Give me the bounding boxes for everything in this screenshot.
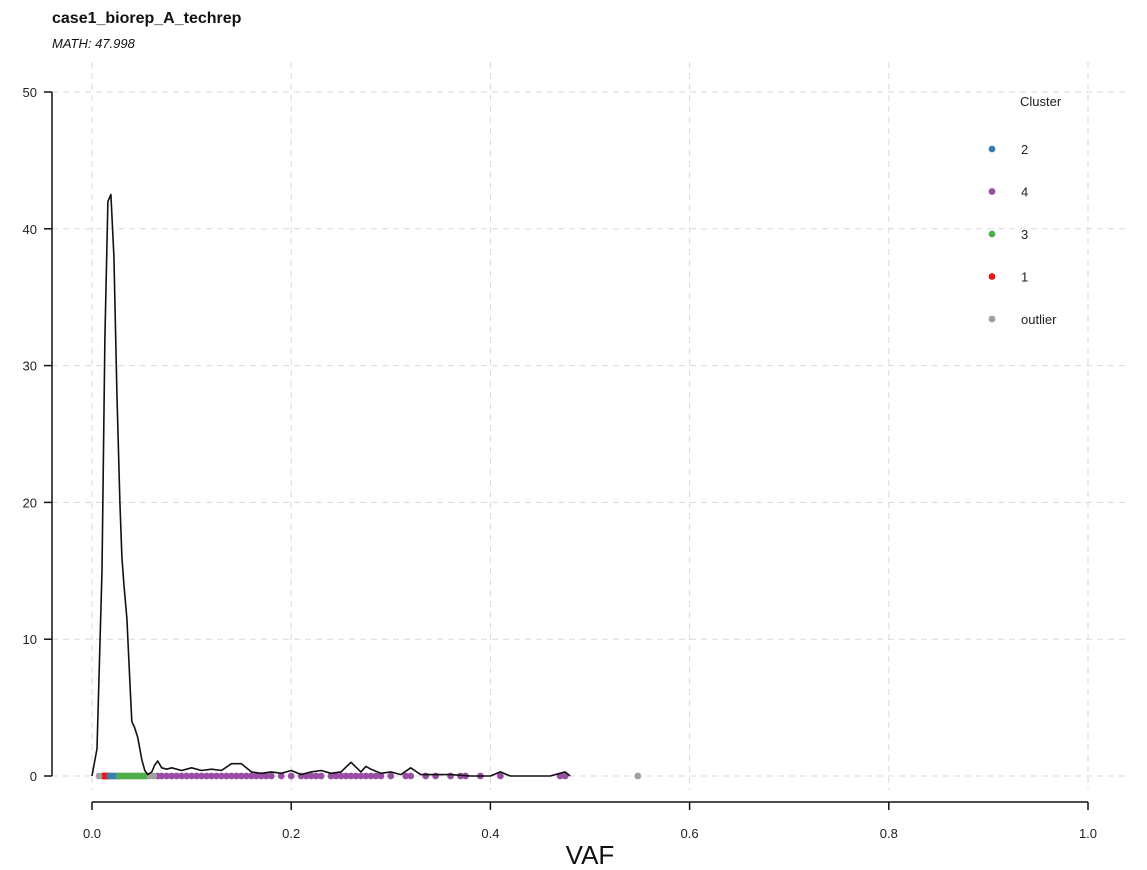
data-point-cluster-4 bbox=[347, 772, 355, 780]
data-point-cluster-4 bbox=[168, 772, 176, 780]
data-point-cluster-4 bbox=[188, 772, 196, 780]
data-point-cluster-4 bbox=[387, 772, 395, 780]
data-point-cluster-4 bbox=[332, 772, 340, 780]
y-tick-label: 10 bbox=[23, 632, 37, 647]
data-point-cluster-4 bbox=[312, 772, 320, 780]
axes-layer: 0.0 0.2 0.4 0.6 0.8 1.0 0 10 20 30 40 50 VAF bbox=[23, 85, 1098, 870]
data-point-cluster-4 bbox=[257, 772, 265, 780]
y-tick-label: 0 bbox=[30, 769, 37, 784]
data-point-cluster-4 bbox=[422, 772, 430, 780]
data-point-cluster-4 bbox=[367, 772, 375, 780]
data-point-cluster-4 bbox=[267, 772, 275, 780]
data-point-cluster-4 bbox=[407, 772, 415, 780]
x-tick-label: 1.0 bbox=[1079, 826, 1097, 841]
legend-marker-3 bbox=[988, 230, 996, 238]
x-tick-label: 0.2 bbox=[282, 826, 300, 841]
data-point-cluster-4 bbox=[447, 772, 454, 780]
data-point-cluster-4 bbox=[203, 772, 210, 780]
data-point-cluster-4 bbox=[173, 772, 181, 780]
data-point-cluster-4 bbox=[337, 772, 345, 780]
data-point-cluster-4 bbox=[223, 772, 230, 780]
legend: Cluster 2 4 3 1 outlier bbox=[988, 94, 1062, 327]
legend-label-3: 3 bbox=[1021, 227, 1028, 242]
data-point-cluster-4 bbox=[357, 772, 365, 780]
data-point-cluster-4 bbox=[327, 772, 335, 780]
legend-marker-outlier bbox=[988, 315, 996, 323]
legend-label-2: 2 bbox=[1021, 142, 1028, 157]
data-point-cluster-4 bbox=[228, 772, 235, 780]
legend-marker-4 bbox=[988, 188, 996, 195]
data-point-cluster-outlier bbox=[634, 772, 642, 780]
data-point-cluster-4 bbox=[352, 772, 360, 780]
y-tick-label: 40 bbox=[23, 222, 37, 237]
legend-label-outlier: outlier bbox=[1021, 312, 1057, 327]
data-point-cluster-4 bbox=[247, 772, 255, 780]
data-point-cluster-4 bbox=[317, 772, 325, 780]
data-point-cluster-4 bbox=[213, 772, 220, 780]
data-point-cluster-4 bbox=[372, 772, 380, 780]
data-point-cluster-4 bbox=[163, 772, 171, 780]
legend-title: Cluster bbox=[1020, 94, 1062, 109]
data-point-cluster-4 bbox=[218, 772, 225, 780]
chart-subtitle: MATH: 47.998 bbox=[52, 36, 135, 51]
data-point-cluster-4 bbox=[238, 772, 245, 780]
data-point-cluster-4 bbox=[377, 772, 385, 780]
y-tick-label: 20 bbox=[23, 495, 37, 510]
grid-layer bbox=[52, 62, 1128, 790]
data-point-cluster-4 bbox=[178, 772, 186, 780]
data-point-cluster-4 bbox=[242, 772, 250, 780]
data-point-cluster-4 bbox=[342, 772, 350, 780]
data-point-cluster-4 bbox=[233, 772, 240, 780]
data-point-cluster-4 bbox=[252, 772, 260, 780]
data-point-cluster-4 bbox=[262, 772, 270, 780]
data-point-cluster-4 bbox=[198, 772, 205, 780]
data-point-cluster-4 bbox=[432, 772, 440, 780]
legend-marker-2 bbox=[988, 145, 996, 153]
y-tick-label: 50 bbox=[23, 85, 37, 100]
chart-title: case1_biorep_A_techrep bbox=[52, 10, 242, 27]
density-curve bbox=[91, 193, 571, 777]
data-point-cluster-outlier bbox=[150, 772, 158, 780]
legend-marker-1 bbox=[988, 273, 996, 280]
data-point-cluster-4 bbox=[307, 772, 315, 780]
data-point-cluster-4 bbox=[183, 772, 191, 780]
data-point-cluster-4 bbox=[287, 772, 295, 780]
points-layer bbox=[95, 772, 642, 780]
data-point-cluster-4 bbox=[277, 772, 285, 780]
x-tick-label: 0.8 bbox=[880, 826, 898, 841]
legend-label-4: 4 bbox=[1021, 185, 1028, 200]
data-point-cluster-4 bbox=[362, 772, 370, 780]
data-point-cluster-4 bbox=[402, 772, 410, 780]
data-point-cluster-4 bbox=[496, 772, 504, 780]
x-tick-label: 0.4 bbox=[481, 826, 499, 841]
curve-layer bbox=[91, 193, 571, 777]
x-tick-label: 0.0 bbox=[83, 826, 101, 841]
x-tick-label: 0.6 bbox=[681, 826, 699, 841]
data-point-cluster-outlier bbox=[95, 772, 103, 780]
data-point-cluster-4 bbox=[158, 772, 166, 780]
data-point-cluster-4 bbox=[193, 772, 200, 780]
x-axis-title: VAF bbox=[566, 840, 615, 870]
y-tick-label: 30 bbox=[23, 359, 37, 374]
legend-label-1: 1 bbox=[1021, 270, 1028, 285]
data-point-cluster-4 bbox=[208, 772, 215, 780]
